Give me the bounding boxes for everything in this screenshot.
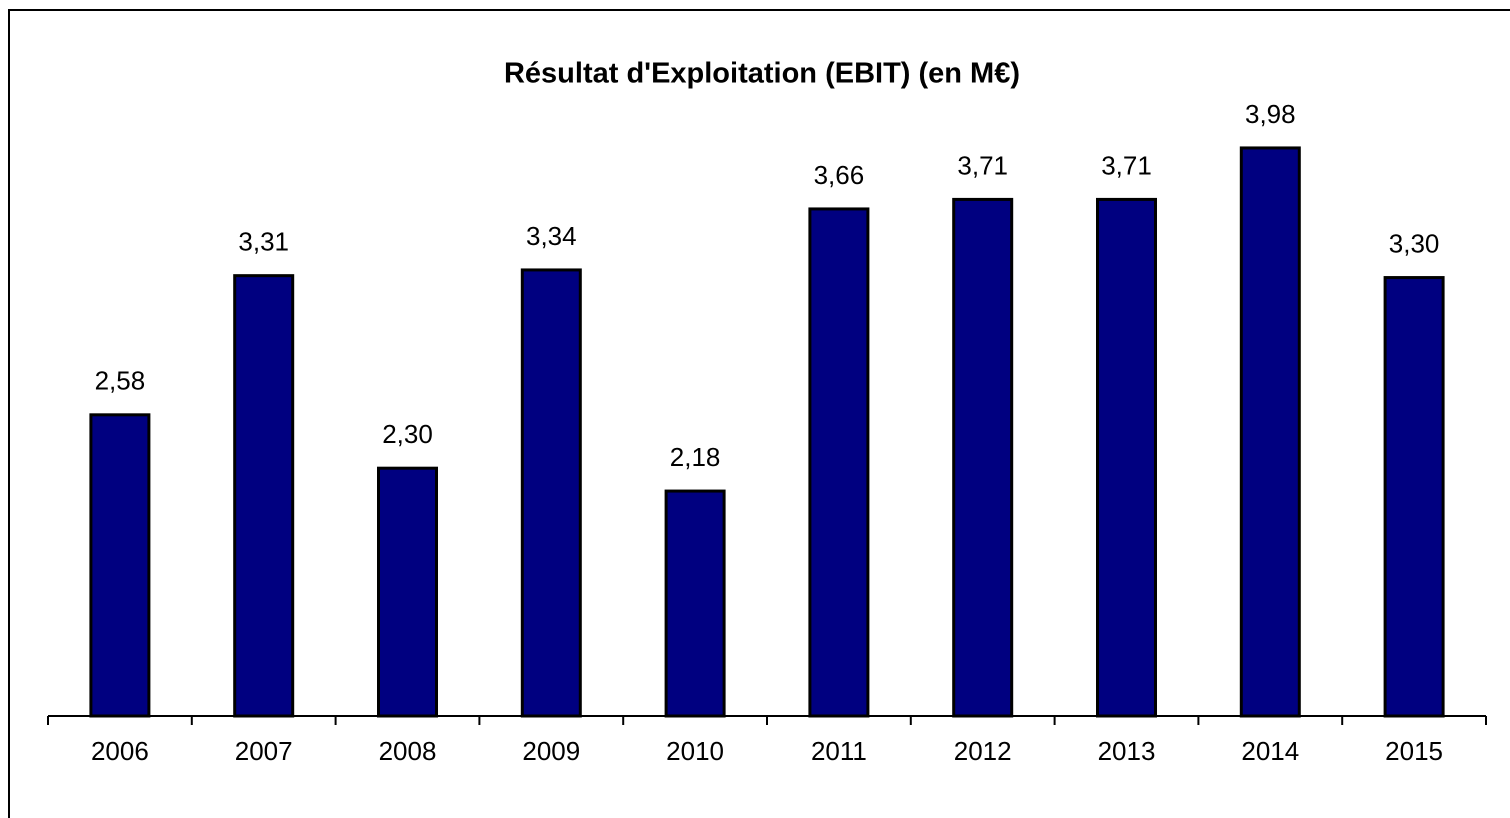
x-tick-label: 2012 xyxy=(954,736,1012,766)
value-label: 3,71 xyxy=(1101,150,1152,180)
value-label: 3,31 xyxy=(238,227,289,257)
value-label: 3,30 xyxy=(1389,228,1440,258)
value-label: 3,98 xyxy=(1245,99,1296,129)
bar xyxy=(233,274,295,718)
value-label: 2,18 xyxy=(670,442,721,472)
x-tick-label: 2011 xyxy=(811,736,867,766)
value-label: 3,34 xyxy=(526,221,577,251)
value-label: 2,58 xyxy=(95,366,146,396)
bar xyxy=(808,207,870,718)
value-label: 3,71 xyxy=(957,150,1008,180)
bar xyxy=(664,489,726,718)
bar xyxy=(1383,276,1445,718)
x-tick-label: 2009 xyxy=(522,736,580,766)
bar xyxy=(952,197,1014,718)
value-label: 3,66 xyxy=(814,160,865,190)
x-tick-label: 2014 xyxy=(1241,736,1299,766)
bar xyxy=(89,413,151,718)
x-tick-label: 2006 xyxy=(91,736,149,766)
x-tick-label: 2015 xyxy=(1385,736,1443,766)
bar xyxy=(377,466,438,718)
value-label: 2,30 xyxy=(382,419,433,449)
bar xyxy=(1096,197,1157,718)
x-tick-label: 2010 xyxy=(666,736,724,766)
x-tick-label: 2008 xyxy=(379,736,437,766)
bar xyxy=(520,268,582,718)
x-tick-label: 2007 xyxy=(235,736,293,766)
chart-title: Résultat d'Exploitation (EBIT) (en M€) xyxy=(504,58,1020,90)
bar xyxy=(1239,146,1301,718)
x-tick-label: 2013 xyxy=(1098,736,1156,766)
